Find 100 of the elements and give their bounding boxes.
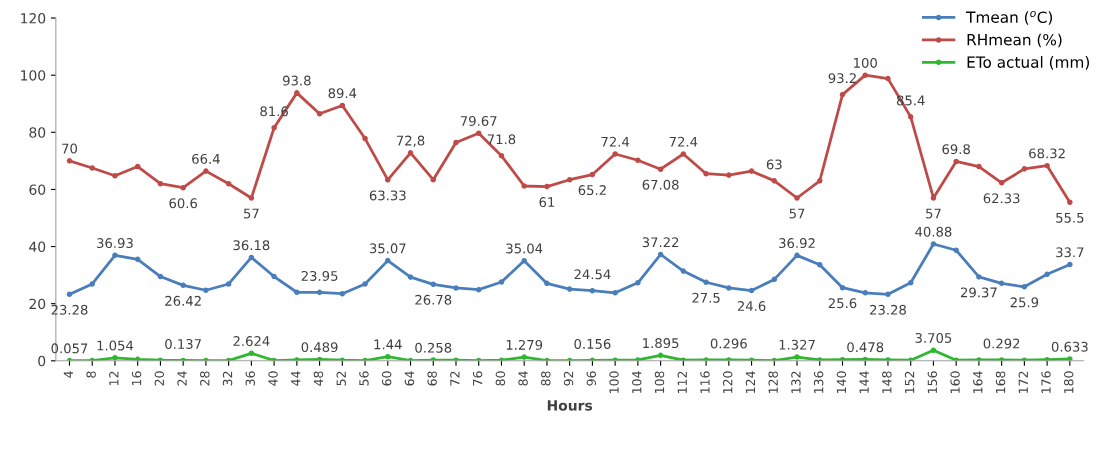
point (248, 350, 255, 357)
x-tick-label: 28 (200, 371, 210, 386)
point (248, 195, 255, 201)
x-tick-label: 132 (791, 371, 801, 394)
data-label: 24.6 (737, 301, 766, 312)
point (748, 168, 755, 174)
legend-label: ETo actual (mm) (967, 56, 1089, 70)
data-label: 25.6 (828, 298, 857, 309)
data-label: 23.28 (51, 304, 88, 315)
point (1044, 356, 1050, 361)
point (203, 168, 209, 174)
data-label: 29.37 (960, 287, 997, 298)
data-label: 68.32 (1029, 148, 1065, 159)
point (635, 280, 641, 286)
x-tick-label: 16 (131, 371, 142, 386)
point (157, 180, 164, 187)
x-tick-label: 88 (541, 371, 551, 386)
x-tick-label: 112 (677, 371, 687, 394)
point (907, 114, 914, 120)
data-label: 72.4 (601, 136, 630, 147)
data-label: 69.8 (942, 144, 970, 155)
data-label: 63 (766, 159, 782, 170)
data-label: 89.4 (328, 88, 357, 99)
data-label: 72.4 (669, 136, 698, 147)
point (248, 254, 255, 261)
data-label: 0.137 (165, 338, 201, 349)
x-tick-label: 164 (973, 371, 983, 394)
point (294, 289, 300, 296)
data-label: 0.478 (847, 342, 884, 353)
x-tick-label: 68 (427, 371, 437, 386)
point (407, 150, 414, 156)
x-tick-label: 64 (404, 371, 415, 386)
x-tick-label: 148 (882, 371, 892, 394)
x-tick-label: 160 (950, 371, 960, 394)
point (271, 124, 277, 131)
data-label: 36.93 (97, 238, 133, 249)
x-tick-label: 140 (836, 371, 847, 394)
point (566, 176, 573, 183)
data-label: 0.258 (415, 342, 452, 353)
data-label: 3.705 (915, 332, 952, 343)
point (839, 284, 846, 291)
point (794, 354, 800, 360)
point (1044, 162, 1050, 169)
data-label: 60.6 (169, 198, 198, 209)
data-label: 27.5 (692, 292, 720, 303)
point (316, 110, 323, 117)
data-label: 0.156 (574, 338, 611, 349)
point (816, 178, 823, 184)
point (930, 195, 937, 201)
point (66, 291, 73, 298)
data-label: 71.8 (487, 134, 516, 145)
point (362, 135, 368, 142)
point (976, 274, 982, 280)
x-tick-label: 168 (995, 371, 1006, 394)
x-axis-title: Hours (547, 400, 593, 411)
x-tick-label: 36 (245, 371, 255, 386)
data-label: 23.28 (870, 304, 906, 315)
point (657, 251, 664, 258)
point (544, 280, 550, 287)
data-label: 0.292 (983, 338, 1020, 349)
y-tick-label: 40 (29, 241, 46, 253)
data-label: 24.54 (574, 269, 611, 280)
x-tick-label: 52 (336, 371, 346, 386)
data-label: 55.5 (1056, 212, 1084, 223)
point (157, 273, 164, 280)
x-tick-label: 116 (700, 371, 710, 394)
data-label: 40.88 (915, 226, 952, 237)
point (544, 183, 550, 190)
x-tick-label: 4 (63, 371, 73, 378)
y-tick-label: 0 (38, 355, 46, 367)
point (385, 353, 391, 360)
point (1021, 166, 1028, 172)
data-label: 26.78 (415, 294, 452, 305)
data-label: 62.33 (983, 193, 1020, 204)
data-label: 37.22 (642, 237, 679, 248)
legend-label: Tmean ($^{o}$C) (966, 10, 1053, 25)
point (657, 166, 664, 172)
point (1067, 199, 1073, 206)
point (771, 276, 778, 283)
y-tick-label: 60 (29, 184, 46, 195)
data-label: 0.057 (51, 343, 88, 354)
point (589, 287, 596, 294)
data-label: 0.489 (301, 342, 338, 353)
data-label: 26.42 (165, 295, 201, 306)
point (703, 170, 709, 177)
point (885, 291, 891, 298)
x-tick-label: 172 (1018, 371, 1028, 394)
point (475, 286, 482, 293)
data-label: 1.279 (506, 339, 543, 350)
data-label: 63.33 (369, 190, 406, 201)
point (657, 352, 664, 359)
x-tick-label: 124 (745, 371, 755, 394)
point (680, 151, 687, 157)
x-tick-label: 20 (154, 371, 165, 386)
point (134, 256, 141, 263)
x-tick-label: 100 (609, 371, 619, 394)
data-label: 0.296 (710, 338, 747, 349)
x-tick-label: 8 (86, 371, 96, 378)
point (407, 274, 414, 280)
data-label: 93.2 (828, 73, 856, 84)
